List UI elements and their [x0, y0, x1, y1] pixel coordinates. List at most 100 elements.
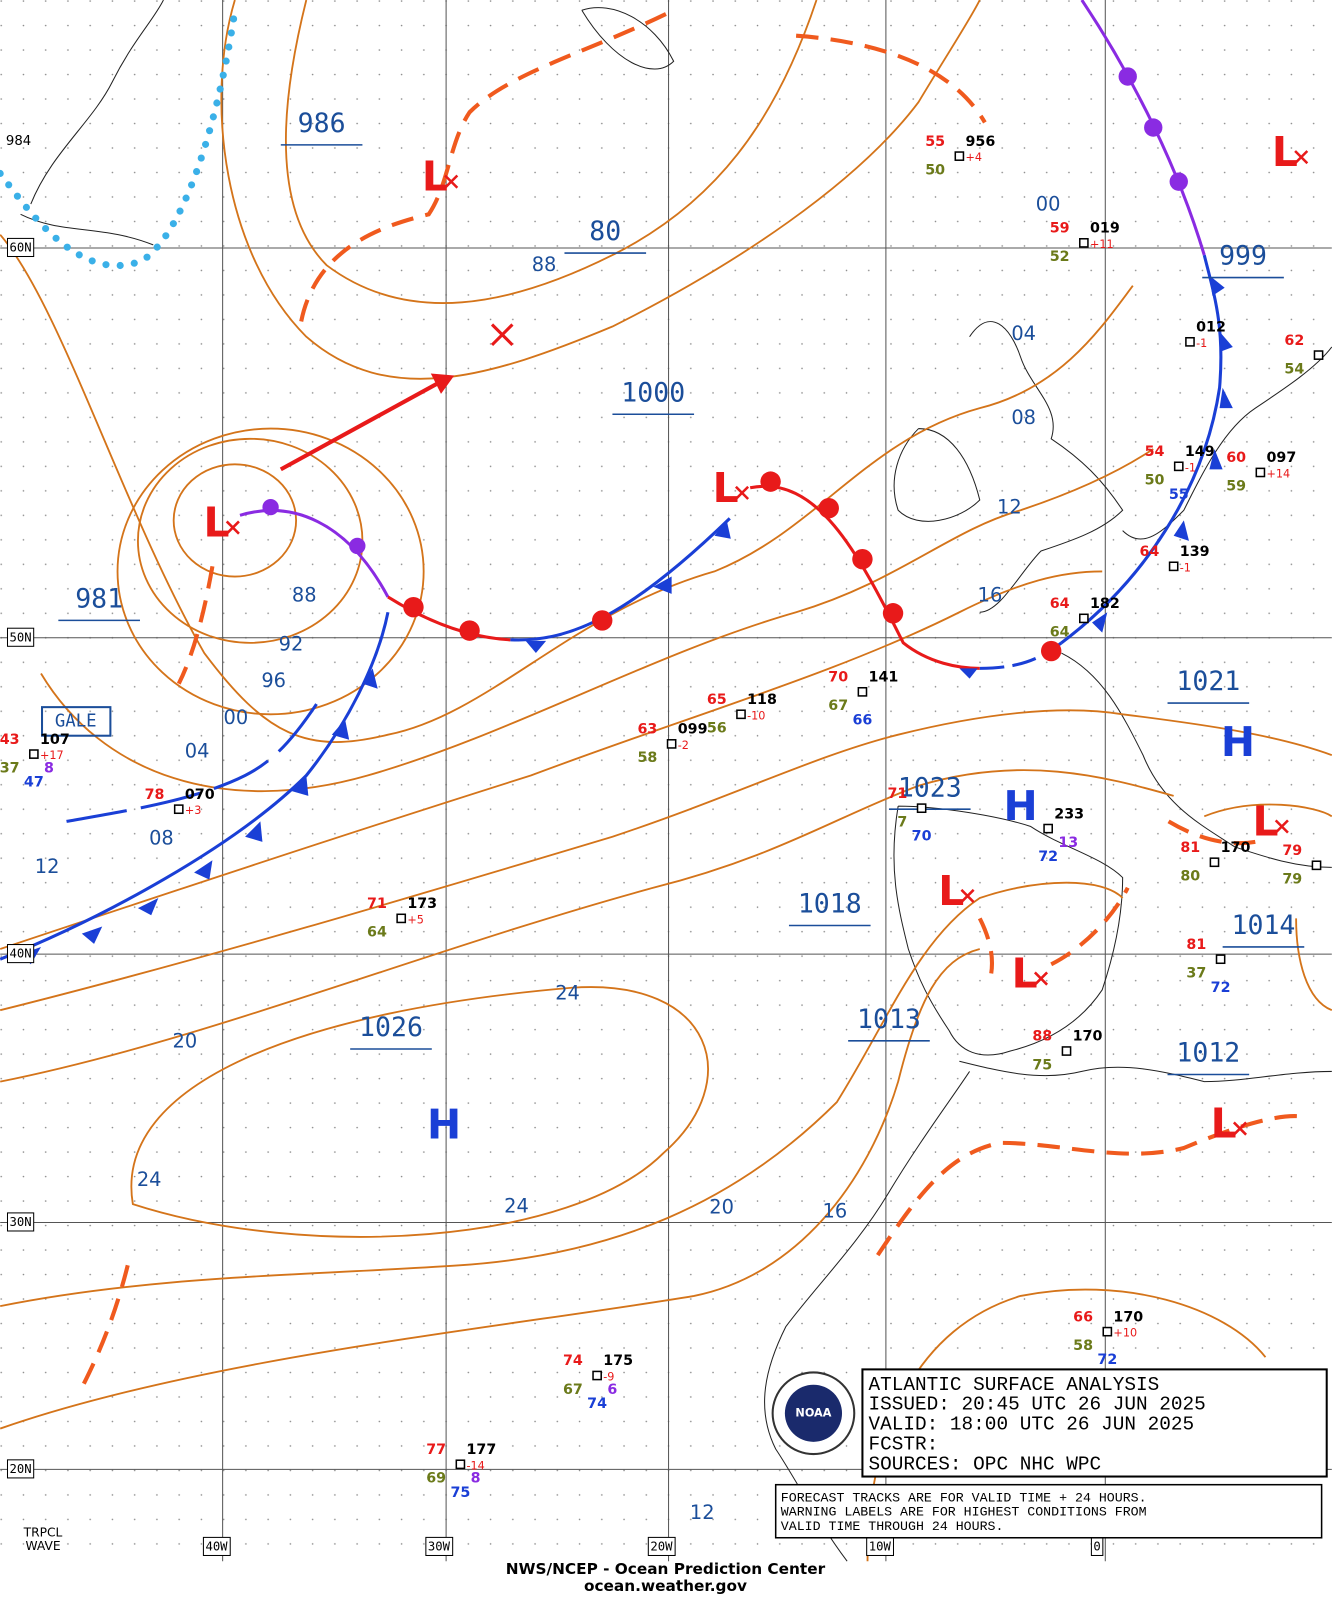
station-pressure: 118: [747, 692, 777, 708]
station-tendency: -2: [678, 739, 689, 752]
station-tendency: +5: [407, 913, 424, 926]
station-temp: 65: [707, 692, 727, 708]
ice-edge: [0, 6, 239, 270]
center-pressure: 1000: [621, 377, 685, 408]
info-line: SOURCES: OPC NHC WPC: [869, 1453, 1102, 1475]
station-temp: 63: [637, 722, 657, 738]
station-tendency: +14: [1267, 467, 1291, 480]
warning-box: [40, 706, 112, 737]
station-pressure: 097: [1267, 450, 1297, 466]
lon-label: 0: [1093, 1539, 1100, 1553]
center-pressure: 1018: [798, 889, 862, 920]
isobar-label: 24: [555, 981, 580, 1004]
lon-label: 40W: [205, 1539, 228, 1553]
station-sea: 70: [912, 829, 932, 845]
station-marker: [736, 709, 746, 720]
station-sea: 55: [1169, 487, 1189, 503]
fronts: [0, 0, 1233, 965]
low-x: [1274, 819, 1289, 834]
notice-line: VALID TIME THROUGH 24 HOURS.: [781, 1519, 1004, 1534]
station-marker: [1079, 613, 1089, 624]
station-pressure: 141: [869, 670, 899, 686]
station-vis: 8: [44, 760, 54, 776]
station-dew: 37: [0, 760, 20, 776]
station-tendency: +10: [1113, 1327, 1137, 1340]
coastlines: [20, 0, 1332, 1562]
station-temp: 60: [1226, 450, 1246, 466]
low-x: [1294, 150, 1309, 165]
station-sea: 47: [24, 775, 44, 791]
station-marker: [1209, 857, 1220, 868]
station-temp: 88: [1032, 1029, 1052, 1045]
labels: 60N 50N 40N 30N 20N 40W 30W 20W 10W 0 986 80 1000 981…: [0, 108, 1324, 1556]
low-center: L: [713, 464, 739, 512]
low-x: [444, 174, 459, 189]
station-temp: 71: [887, 786, 907, 802]
info-line: ATLANTIC SURFACE ANALYSIS: [869, 1374, 1160, 1396]
station-tendency: -9: [603, 1371, 614, 1384]
center-pressure: 1013: [857, 1004, 921, 1035]
lat-label: 30N: [10, 1215, 32, 1229]
isobar-label: 12: [997, 496, 1022, 519]
svg-text:NOAA: NOAA: [795, 1406, 831, 1419]
center-pressure: 1026: [359, 1012, 423, 1043]
low-x: [225, 520, 240, 535]
station-sea: 72: [1211, 980, 1231, 996]
lat-label: 20N: [10, 1462, 32, 1476]
low-center: L: [204, 499, 230, 547]
low-x: [734, 485, 750, 500]
info-box: NOAA: [771, 1368, 1328, 1539]
station-vis: 8: [471, 1471, 481, 1487]
station-temp: 81: [1180, 840, 1200, 856]
station-pressure: 170: [1221, 840, 1251, 856]
low-center: L: [1211, 1100, 1237, 1148]
center-pressure: 1014: [1232, 910, 1296, 941]
station-dew: 67: [828, 698, 848, 714]
station-tendency: +4: [965, 151, 982, 164]
station-temp: 66: [1073, 1309, 1093, 1325]
lon-label-box: [202, 1536, 231, 1556]
station-dew: 56: [707, 721, 727, 737]
station-pressure: 107: [40, 732, 70, 748]
center-pressure: 999: [1219, 241, 1267, 272]
low-center: L: [1272, 128, 1298, 176]
isobar-label: 00: [1036, 193, 1061, 216]
station-temp: 78: [145, 787, 165, 803]
isobar-label: 96: [261, 669, 286, 692]
station-sea: 66: [852, 712, 872, 728]
station-dew: 50: [1145, 473, 1165, 489]
station-dew: 58: [1073, 1338, 1093, 1354]
lat-label-box: [6, 1212, 35, 1232]
station-temp: 79: [1282, 843, 1302, 859]
station-pressure: 177: [467, 1442, 497, 1458]
station-pressure: 070: [185, 787, 215, 803]
station-sea: 72: [1038, 849, 1058, 865]
low-center: L: [422, 153, 448, 201]
station-dew: 79: [1282, 872, 1302, 888]
high-center: H: [427, 1101, 461, 1149]
station-marker: [1043, 823, 1053, 834]
station-pressure: 019: [1090, 221, 1120, 237]
station-temp: 55: [925, 134, 945, 150]
station-temp: 77: [426, 1442, 446, 1458]
isobar-label: 88: [532, 253, 557, 276]
station-dew: 64: [367, 925, 387, 941]
high-center: H: [1221, 718, 1255, 766]
notice-line: WARNING LABELS ARE FOR HIGHEST CONDITION…: [781, 1505, 1147, 1520]
isobar-label: 92: [279, 632, 304, 655]
station-temp: 64: [1050, 596, 1070, 612]
station-marker: [857, 686, 868, 697]
station-marker: [455, 1459, 466, 1470]
info-line: FCSTR:: [869, 1434, 939, 1456]
station-marker: [592, 1370, 602, 1381]
station-dew: 50: [925, 162, 945, 178]
lat-label: 40N: [10, 947, 32, 961]
station-dew: 80: [1180, 869, 1200, 885]
station-dew: 37: [1186, 965, 1206, 981]
station-temp: 62: [1284, 333, 1304, 349]
isobar-label: 88: [292, 583, 317, 606]
isobar-label: 24: [504, 1195, 529, 1218]
station-pressure: 139: [1180, 544, 1210, 560]
isobar-label: 16: [823, 1200, 848, 1223]
footer-agency: NWS/NCEP - Ocean Prediction Center: [506, 1560, 826, 1578]
